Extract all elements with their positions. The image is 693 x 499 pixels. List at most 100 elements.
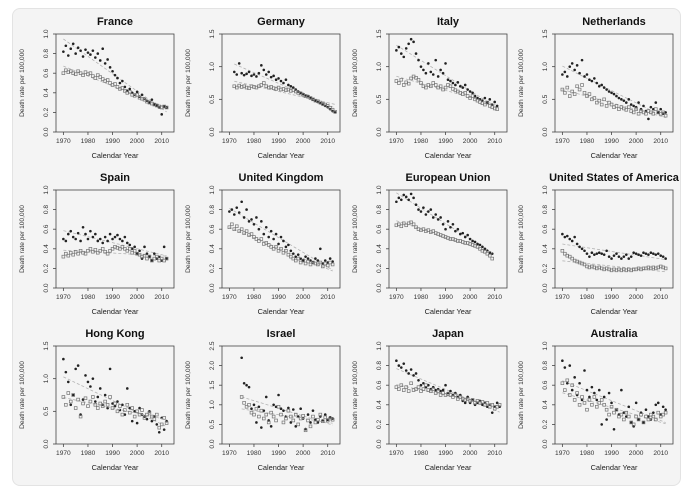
data-point — [162, 245, 166, 249]
data-point — [297, 415, 300, 418]
data-point — [637, 101, 640, 104]
data-point — [664, 257, 667, 260]
y-tick-label: 1.0 — [43, 29, 50, 38]
data-point — [247, 86, 252, 90]
data-point — [653, 417, 658, 422]
data-point — [473, 240, 476, 244]
data-point — [487, 253, 492, 258]
data-point — [89, 229, 92, 233]
y-axis-label: Death rate per 100,000 — [352, 49, 359, 117]
data-point — [448, 225, 452, 229]
plot-box — [55, 345, 175, 445]
data-point — [592, 96, 596, 100]
trend-line-lower-open-squares — [63, 397, 167, 421]
data-point — [99, 237, 102, 241]
data-point — [79, 239, 83, 243]
data-point — [458, 84, 462, 88]
y-tick-label: 0.6 — [542, 224, 549, 233]
x-axis: 1970 1980 1990 2000 2010 Calendar Year — [389, 444, 502, 472]
x-tick-label: 1990 — [272, 294, 287, 301]
chart-panel-spain: Spain 0.0 0.2 0.4 0.6 0.8 1.0 Death rate per 10… — [19, 172, 175, 316]
data-point — [111, 69, 114, 73]
data-point — [414, 52, 417, 55]
data-point — [485, 401, 489, 405]
data-point — [328, 106, 333, 110]
data-point — [642, 421, 645, 424]
data-point — [401, 221, 406, 226]
x-tick-label: 1980 — [247, 294, 262, 301]
data-point — [128, 87, 132, 91]
data-point — [287, 406, 291, 410]
data-point — [265, 73, 268, 76]
series-upper-filled-dots — [62, 225, 169, 262]
data-point — [162, 416, 167, 420]
data-point — [72, 393, 75, 397]
data-point — [248, 220, 251, 223]
data-point — [612, 254, 616, 257]
y-axis-label: Death rate per 100,000 — [19, 49, 26, 117]
data-point — [309, 421, 313, 424]
data-point — [470, 94, 474, 98]
data-point — [128, 410, 132, 415]
data-point — [619, 412, 623, 417]
data-point — [568, 364, 571, 367]
data-point — [91, 235, 95, 239]
data-point — [274, 418, 279, 423]
data-point — [590, 251, 594, 255]
y-tick-label: 1.0 — [542, 341, 549, 350]
y-axis-label: Death rate per 100,000 — [518, 205, 525, 273]
y-axis: 0.0 0.2 0.4 0.6 0.8 1.0 Death rate per 100,000 — [518, 341, 555, 449]
data-point — [465, 397, 470, 401]
data-point — [62, 237, 65, 241]
data-point — [664, 111, 667, 114]
data-point — [631, 422, 636, 427]
data-point — [565, 381, 569, 385]
series-upper-filled-dots — [240, 356, 335, 431]
data-point — [235, 73, 239, 76]
data-point — [488, 98, 491, 101]
data-point — [123, 85, 127, 89]
data-point — [108, 81, 112, 85]
data-point — [78, 71, 83, 75]
data-point — [431, 229, 435, 233]
data-point — [414, 203, 417, 206]
plot-box — [388, 345, 508, 445]
data-point — [492, 406, 497, 411]
data-point — [627, 98, 630, 101]
data-point — [644, 414, 648, 419]
x-tick-label: 2010 — [487, 138, 502, 145]
data-point — [331, 417, 335, 422]
plot-box — [55, 189, 175, 289]
data-point — [592, 77, 596, 80]
series-lower-open-squares — [61, 245, 169, 263]
data-point — [131, 247, 134, 251]
data-point — [428, 389, 433, 393]
data-point — [482, 102, 487, 107]
data-point — [277, 393, 281, 397]
data-point — [326, 418, 330, 423]
data-point — [644, 111, 648, 116]
data-point — [465, 233, 469, 237]
x-tick-label: 2000 — [462, 138, 477, 145]
trend-line-lower-open-squares — [63, 65, 167, 109]
y-tick-label: 0.0 — [209, 439, 216, 448]
data-point — [639, 254, 643, 257]
data-point — [458, 393, 462, 397]
data-point — [413, 387, 418, 391]
x-axis: 1970 1980 1990 2000 2010 Calendar Year — [389, 132, 502, 160]
data-point — [227, 225, 232, 229]
data-point — [649, 251, 653, 255]
data-point — [483, 247, 486, 251]
data-point — [106, 58, 110, 61]
y-tick-label: 0.0 — [542, 127, 549, 136]
data-point — [636, 417, 641, 422]
y-tick-label: 1.5 — [542, 29, 549, 38]
data-point — [402, 55, 405, 59]
chart-panel-netherlands: Netherlands 0.0 0.5 1.0 1.5 Death rate per 10… — [518, 16, 674, 160]
data-point — [93, 76, 98, 80]
data-point — [240, 71, 244, 75]
series-lower-open-squares — [232, 81, 338, 114]
y-tick-label: 1.0 — [376, 341, 383, 350]
x-tick-label: 1990 — [604, 450, 619, 457]
x-tick-label: 2010 — [653, 138, 668, 145]
